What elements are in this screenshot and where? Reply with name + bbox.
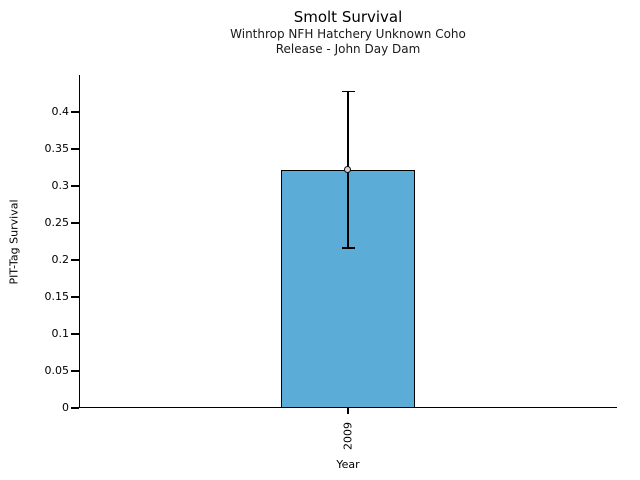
y-tick-label: 0.2 bbox=[51, 253, 70, 266]
y-tick-mark bbox=[71, 333, 79, 335]
x-tick-label-2009: 2009 bbox=[341, 422, 355, 450]
y-axis-label: PIT-Tag Survival bbox=[7, 199, 21, 285]
error-bar-cap-top bbox=[341, 90, 355, 92]
y-tick-mark bbox=[71, 296, 79, 298]
y-tick-label: 0.25 bbox=[44, 216, 70, 229]
y-tick-label: 0.15 bbox=[44, 290, 70, 303]
y-tick-mark bbox=[71, 222, 79, 224]
y-tick-mark bbox=[71, 111, 79, 113]
data-point-marker bbox=[343, 165, 352, 174]
chart-title: Smolt Survival bbox=[293, 8, 403, 26]
x-tick-mark bbox=[347, 408, 349, 414]
y-tick-mark bbox=[71, 185, 79, 187]
y-tick-label: 0.35 bbox=[44, 142, 70, 155]
y-tick-mark bbox=[71, 259, 79, 261]
y-tick-label: 0 bbox=[62, 401, 69, 414]
y-tick-mark bbox=[71, 370, 79, 372]
y-tick-label: 0.05 bbox=[44, 364, 70, 377]
chart-subtitle-line2: Release - John Day Dam bbox=[275, 41, 421, 56]
y-tick-label: 0.3 bbox=[51, 179, 70, 192]
y-tick-mark bbox=[71, 148, 79, 150]
title-block: Smolt Survival Winthrop NFH Hatchery Unk… bbox=[79, 8, 617, 56]
x-axis-label: Year bbox=[336, 458, 360, 471]
y-tick-label: 0.4 bbox=[51, 105, 70, 118]
survival-bar bbox=[281, 169, 415, 408]
y-tick-mark bbox=[71, 407, 79, 409]
error-bar-cap-bottom bbox=[341, 247, 355, 249]
y-tick-label: 0.1 bbox=[51, 327, 70, 340]
chart-subtitle-line1: Winthrop NFH Hatchery Unknown Coho bbox=[230, 27, 466, 41]
